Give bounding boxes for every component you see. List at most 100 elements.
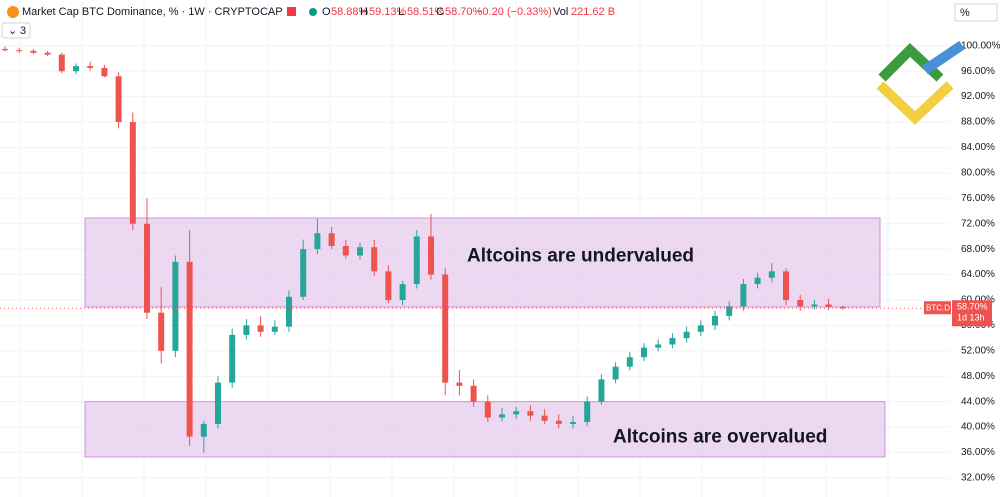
scale-mode-button[interactable]: [954, 3, 998, 22]
ohlc-key: H: [360, 6, 368, 18]
candle-body: [456, 382, 463, 386]
candle-body: [825, 304, 832, 308]
candle-body: [158, 312, 165, 351]
candle-body: [470, 385, 477, 402]
candle-body: [357, 247, 363, 256]
candle-body: [527, 411, 534, 416]
candle-body: [87, 66, 94, 69]
candle-body: [754, 277, 761, 285]
candle-body: [555, 420, 562, 424]
y-tick-label: 40.00%: [961, 422, 995, 433]
volume: 221.62 B: [571, 6, 615, 18]
y-tick-label: 36.00%: [961, 447, 995, 458]
candle-body: [144, 223, 150, 313]
candle-body: [442, 274, 449, 383]
candle-body: [300, 249, 307, 297]
y-tick-label: 48.00%: [961, 371, 995, 382]
candle-body: [768, 271, 775, 278]
ohlc-value: 58.88%: [331, 6, 369, 18]
candle-body: [243, 325, 250, 335]
candle-body: [342, 245, 349, 256]
candle-body: [712, 315, 718, 326]
y-tick-label: 68.00%: [961, 244, 995, 255]
candle-body: [186, 261, 193, 437]
candle-body: [740, 284, 747, 307]
candle-body: [641, 347, 647, 358]
candle-body: [499, 414, 505, 418]
ohlc-value: 59.13%: [369, 6, 407, 18]
candle-body: [811, 304, 818, 307]
candle-body: [215, 382, 221, 424]
candle-body: [399, 284, 406, 300]
candle-body: [58, 54, 65, 72]
price-label: 58.70%: [957, 302, 988, 312]
candle-body: [513, 411, 520, 415]
candle-body: [286, 296, 292, 327]
symbol-label: BTC.D: [926, 303, 950, 312]
candle-body: [271, 326, 278, 332]
y-tick-label: 92.00%: [961, 91, 995, 102]
ohlc-value: 58.70%: [445, 6, 483, 18]
y-tick-label: 96.00%: [961, 66, 995, 77]
y-tick-label: 72.00%: [961, 218, 995, 229]
y-tick-label: 100.00%: [961, 40, 1000, 51]
candle-body: [129, 122, 136, 224]
y-tick-label: 32.00%: [961, 473, 995, 484]
candle-body: [413, 236, 420, 285]
ohlc-key: O: [322, 6, 331, 18]
candle-body: [257, 325, 264, 332]
y-tick-label: 80.00%: [961, 168, 995, 179]
candle-body: [30, 50, 37, 53]
ohlc-key: C: [436, 6, 444, 18]
candle-body: [598, 379, 605, 402]
candle-body: [2, 48, 8, 51]
logo-part: [922, 40, 965, 75]
y-tick-label: 76.00%: [961, 193, 995, 204]
indicator-chevron: ⌄: [8, 25, 17, 37]
status-dot: [309, 8, 317, 16]
symbol-tag: [924, 301, 951, 315]
candle-body: [697, 325, 704, 332]
indicator-toggle[interactable]: [1, 22, 31, 39]
candle-body: [428, 236, 434, 275]
candle-body: [314, 233, 321, 250]
y-tick-label: 60.00%: [961, 295, 995, 306]
coin-icon: [7, 6, 19, 18]
candle-body: [584, 401, 591, 423]
candle-body: [726, 306, 733, 316]
flag-icon: [287, 7, 296, 16]
ohlc-key: L: [398, 6, 404, 18]
y-tick-label: 84.00%: [961, 142, 995, 153]
candle-body: [683, 331, 690, 339]
candle-body: [229, 334, 236, 383]
candle-body: [669, 338, 676, 345]
zone: [84, 217, 881, 308]
candle-body: [200, 423, 207, 437]
candle-body: [541, 415, 548, 421]
indicator-count: 3: [20, 25, 26, 37]
candle-body: [328, 233, 335, 246]
candle-body: [385, 271, 392, 300]
y-axis: 32.00%36.00%40.00%44.00%48.00%52.00%56.0…: [961, 40, 1000, 483]
logo-part: [876, 81, 954, 125]
y-tick-label: 44.00%: [961, 396, 995, 407]
ohlc-value: 58.51%: [407, 6, 445, 18]
y-tick-label: 88.00%: [961, 117, 995, 128]
candle-body: [44, 52, 51, 55]
candle-body: [73, 66, 79, 72]
header: Market Cap BTC Dominance, % · 1W · CRYPT…: [1, 3, 998, 39]
ohlc-legend: O 58.88%H 59.13%L 58.51%C 58.70%: [322, 6, 483, 18]
candle-body: [484, 401, 491, 418]
candle-body: [371, 247, 378, 272]
scale-mode: %: [960, 7, 970, 19]
y-tick-label: 64.00%: [961, 269, 995, 280]
candle-body: [655, 344, 662, 348]
price-tag: [952, 300, 992, 327]
candle-body: [570, 422, 576, 424]
change: −0.20 (−0.33%): [476, 6, 552, 18]
candle-body: [115, 76, 122, 123]
candle-body: [783, 271, 789, 300]
candle-body: [797, 299, 804, 307]
zone-label: Altcoins are undervalued: [467, 245, 694, 266]
